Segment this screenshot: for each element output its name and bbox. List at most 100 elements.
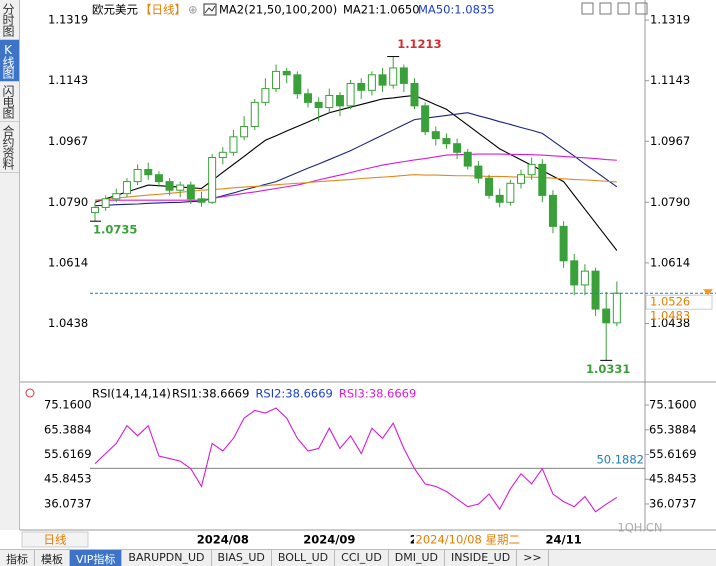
y-tick-label: 65.3884 <box>44 422 92 436</box>
legend-entry: RSI1:38.6669 <box>172 387 249 401</box>
candle-body <box>559 225 568 262</box>
legend-entry: MA21:1.0650 <box>343 3 420 17</box>
price-arrow <box>703 289 713 296</box>
rsi-title: RSI(14,14,14) <box>92 387 171 401</box>
toolbar-tab[interactable]: 指标 <box>0 550 35 566</box>
candle-body <box>463 151 472 167</box>
candle-body <box>112 193 121 200</box>
y-tick-label: 36.0737 <box>44 496 92 510</box>
window-icons <box>581 2 648 15</box>
candle-body <box>570 260 579 286</box>
y-tick-label: 1.1143 <box>650 73 690 87</box>
candle-body <box>122 181 131 195</box>
candle-body <box>272 70 281 90</box>
y-tick-label: 1.0438 <box>650 316 690 330</box>
icon[interactable] <box>581 2 594 15</box>
legend-entry: RSI2:38.6669 <box>255 387 332 401</box>
ma-line <box>94 174 617 201</box>
candle-body <box>250 101 259 127</box>
y-tick-label: 1.0790 <box>650 195 690 209</box>
candle-body <box>144 169 153 176</box>
candle-body <box>506 182 515 203</box>
indicator-icon-line <box>204 5 216 14</box>
sidebar: 分时图 K线图 闪电图 合约资料 <box>0 0 20 530</box>
period-button[interactable] <box>21 531 89 548</box>
y-tick-label: 1.1319 <box>650 13 690 27</box>
reference-label: 50.1882 <box>596 453 644 467</box>
second-price-label: 1.0483 <box>650 309 690 323</box>
x-tick-label: 2024/08 <box>197 533 249 547</box>
period: 【日线】 <box>140 3 186 17</box>
sidebar-tab[interactable]: 闪电图 <box>0 82 19 122</box>
toolbar-tab[interactable]: INSIDE_UD <box>445 550 518 566</box>
price-box <box>645 294 713 310</box>
chart-bg <box>20 0 716 549</box>
toolbar-tab[interactable]: 模板 <box>35 550 70 566</box>
y-tick-label: 65.3884 <box>649 422 697 436</box>
candle-body <box>538 163 547 196</box>
sidebar-tab[interactable]: 合约资料 <box>0 122 19 173</box>
y-tick-label: 55.6169 <box>649 447 697 461</box>
icon[interactable] <box>599 2 612 15</box>
candle-body <box>612 292 621 324</box>
y-tick-label: 75.1600 <box>649 398 697 412</box>
x-tick-label: 2024/09 <box>303 533 355 547</box>
candle-body <box>580 270 589 286</box>
y-tick-label: 1.0614 <box>48 255 88 269</box>
toolbar-tab[interactable]: BARUPDN_UD <box>122 550 212 566</box>
toolbar-tab[interactable]: >> <box>517 550 549 566</box>
icon[interactable] <box>635 2 648 15</box>
low-label: 1.0331 <box>586 362 630 376</box>
y-tick-label: 45.8453 <box>649 472 697 486</box>
candle-body <box>357 82 366 91</box>
toolbar-tab[interactable]: BIAS_UD <box>212 550 272 566</box>
toolbar-tab[interactable]: DMI_UD <box>389 550 446 566</box>
candle-body <box>218 151 227 158</box>
y-tick-label: 1.0614 <box>650 255 690 269</box>
sidebar-tab[interactable]: K线图 <box>0 40 19 82</box>
candle-body <box>325 94 334 109</box>
y-tick-label: 1.0967 <box>650 134 690 148</box>
y-tick-label: 36.0737 <box>649 496 697 510</box>
candle-body <box>602 308 611 324</box>
candle-body <box>399 67 408 84</box>
watermark: 1QH.CN <box>617 521 662 535</box>
add-icon[interactable]: ⊕ <box>188 3 198 17</box>
candle-body <box>154 174 163 183</box>
sidebar-tab[interactable]: 分时图 <box>0 0 19 40</box>
indicator-icon[interactable] <box>203 3 217 16</box>
toolbar-tab[interactable]: BOLL_UD <box>272 550 336 566</box>
y-tick-label: 1.1143 <box>48 73 88 87</box>
candle-body <box>431 131 440 140</box>
candle-body <box>421 105 430 133</box>
candle-body <box>176 184 185 191</box>
candle-body <box>101 198 110 208</box>
candle-body <box>293 74 302 95</box>
candle-body <box>314 101 323 109</box>
candle-body <box>495 194 504 203</box>
toolbar-tab[interactable]: CCI_UD <box>335 550 389 566</box>
candle-body <box>229 136 238 153</box>
candle-body <box>474 165 483 179</box>
crosshair-label: 2024/10/08 星期二 <box>416 533 520 547</box>
ma-line <box>94 112 618 207</box>
candle-body <box>304 93 312 103</box>
legend-entry: MA50:1.0835 <box>418 3 495 17</box>
settings-icon[interactable] <box>25 388 35 398</box>
chart: 欧元美元 【日线】 ⊕ MA2(21,50,100,200) MA21:1.06… <box>20 0 716 549</box>
y-tick-label: 1.0790 <box>48 195 88 209</box>
candle-body <box>548 194 557 227</box>
candle-body <box>261 88 270 103</box>
last-price-label: 1.0526 <box>650 295 690 309</box>
candle-body <box>186 184 195 200</box>
candle-body <box>91 206 99 214</box>
legend-entry: RSI3:38.6669 <box>339 387 416 401</box>
x-tick-label: 24/11 <box>545 533 581 547</box>
candle-body <box>346 82 355 107</box>
icon[interactable] <box>617 2 630 15</box>
candle-body <box>197 198 206 203</box>
toolbar-tab[interactable]: VIP指标 <box>70 550 123 566</box>
crosshair-box <box>414 532 546 547</box>
candle-body <box>208 156 217 203</box>
